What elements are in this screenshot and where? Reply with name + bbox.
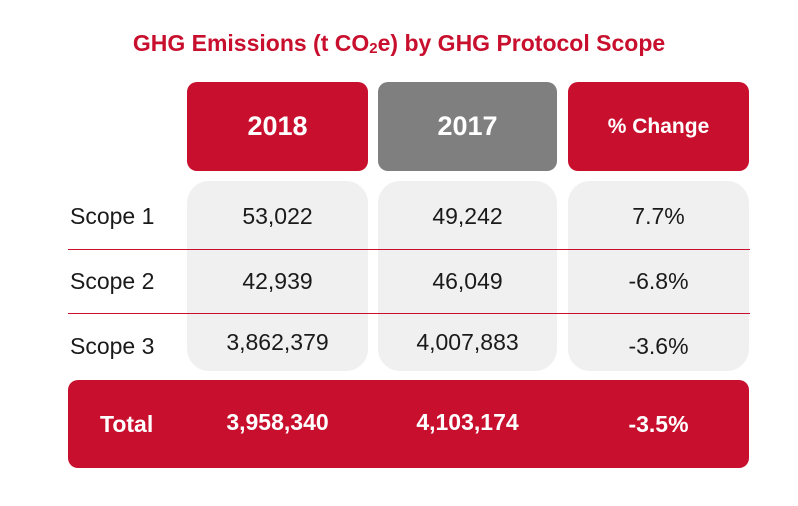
total-row (68, 380, 749, 468)
header-2018: 2018 (187, 82, 368, 171)
header-percent-change: % Change (568, 82, 749, 171)
column-2017-background (378, 181, 557, 371)
header-2017: 2017 (378, 82, 557, 171)
total-2017: 4,103,174 (416, 409, 519, 435)
cell-scope-1-change: 7.7% (632, 203, 685, 229)
row-label-scope-3: Scope 3 (70, 333, 155, 359)
row-divider (68, 249, 750, 250)
cell-scope-1-2017: 49,242 (432, 203, 503, 229)
column-2018-background (187, 181, 368, 371)
cell-scope-3-change: -3.6% (628, 333, 689, 359)
row-divider (68, 313, 750, 314)
cell-scope-2-2018: 42,939 (242, 268, 313, 294)
column-change-background (568, 181, 749, 371)
total-label: Total (100, 411, 154, 437)
cell-scope-3-2017: 4,007,883 (416, 329, 519, 355)
row-label-scope-2: Scope 2 (70, 268, 155, 294)
cell-scope-3-2018: 3,862,379 (226, 329, 329, 355)
table-title: GHG Emissions (t CO2e) by GHG Protocol S… (132, 30, 666, 57)
cell-scope-2-change: -6.8% (628, 268, 689, 294)
row-label-scope-1: Scope 1 (70, 203, 155, 229)
cell-scope-1-2018: 53,022 (242, 203, 313, 229)
total-change: -3.5% (628, 411, 689, 437)
total-2018: 3,958,340 (226, 409, 329, 435)
cell-scope-2-2017: 46,049 (432, 268, 503, 294)
